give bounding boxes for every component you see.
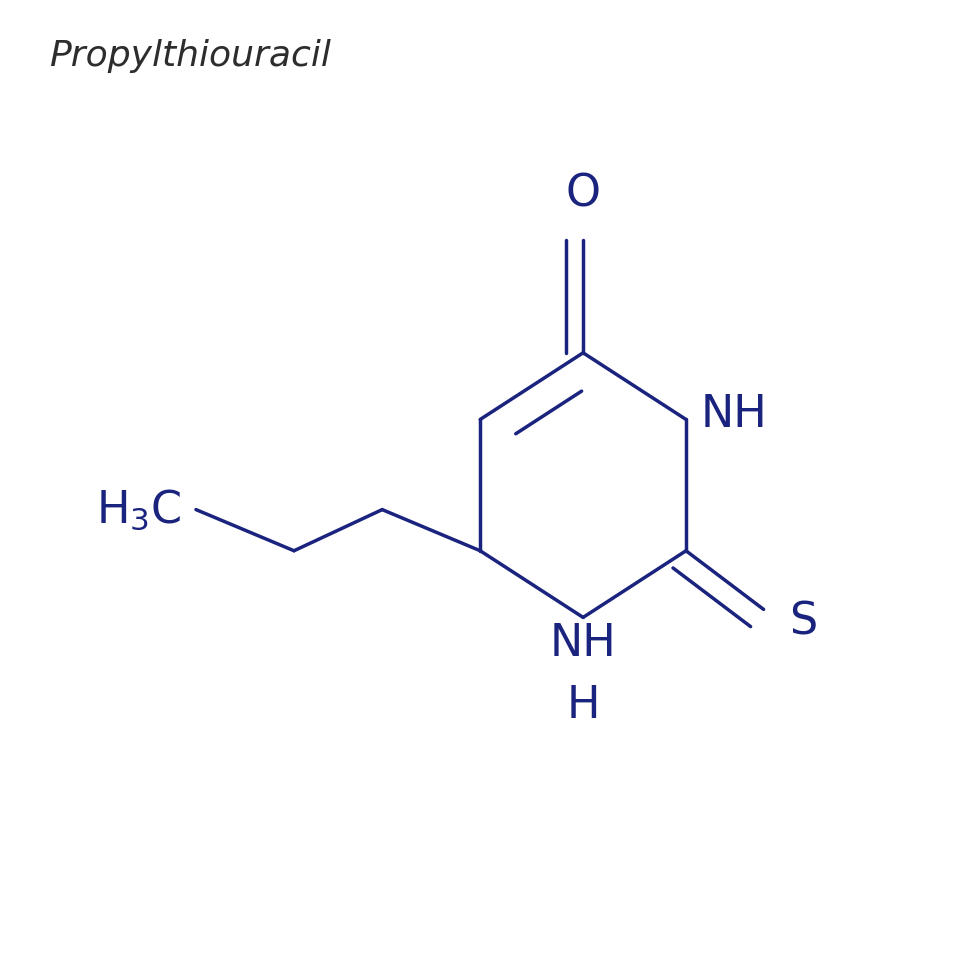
Text: NH: NH <box>550 622 616 665</box>
Text: Propylthiouracil: Propylthiouracil <box>49 39 331 74</box>
Text: H$_3$C: H$_3$C <box>96 487 181 532</box>
Text: H: H <box>566 684 600 727</box>
Text: S: S <box>789 601 817 644</box>
Text: NH: NH <box>701 393 767 436</box>
Text: O: O <box>565 172 601 216</box>
